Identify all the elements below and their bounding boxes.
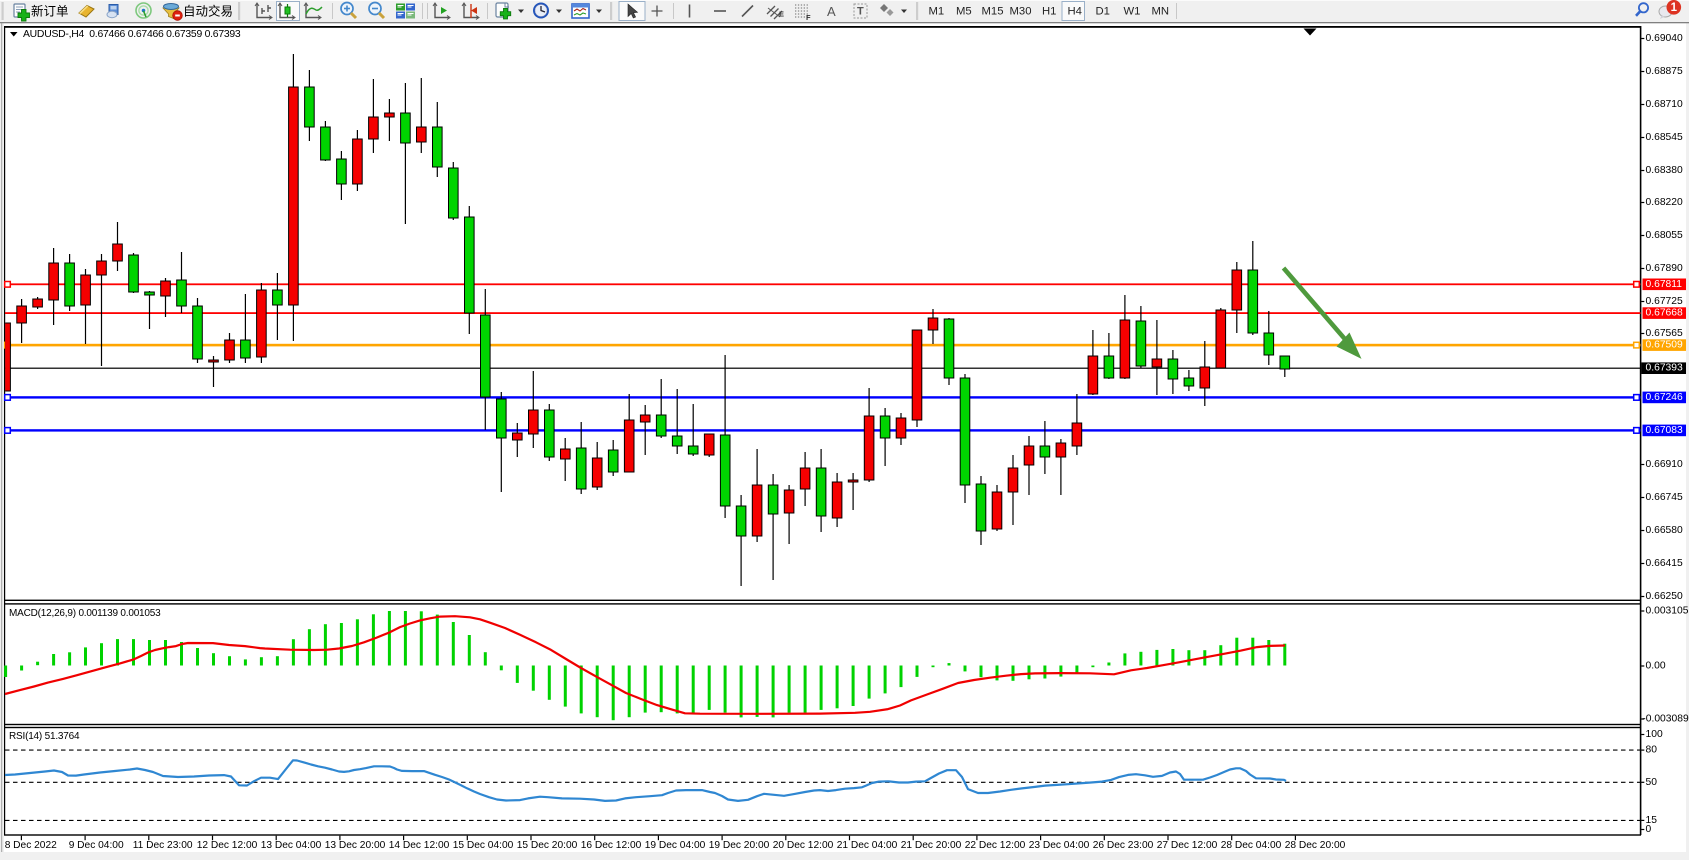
svg-text:M30: M30	[1010, 6, 1032, 18]
svg-text:19 Dec 20:00: 19 Dec 20:00	[709, 840, 770, 851]
svg-text:-0.003089: -0.003089	[1642, 714, 1689, 725]
svg-text:13 Dec 20:00: 13 Dec 20:00	[325, 840, 386, 851]
svg-text:W1: W1	[1124, 6, 1141, 18]
svg-text:20 Dec 12:00: 20 Dec 12:00	[773, 840, 834, 851]
svg-text:28 Dec 20:00: 28 Dec 20:00	[1285, 840, 1346, 851]
svg-text:26 Dec 23:00: 26 Dec 23:00	[1093, 840, 1154, 851]
svg-text:0.66745: 0.66745	[1646, 492, 1683, 503]
svg-text:27 Dec 12:00: 27 Dec 12:00	[1157, 840, 1218, 851]
svg-text:15 Dec 04:00: 15 Dec 04:00	[453, 840, 514, 851]
svg-text:14 Dec 12:00: 14 Dec 12:00	[389, 840, 450, 851]
svg-text:0.67246: 0.67246	[1646, 392, 1683, 403]
svg-text:0.66415: 0.66415	[1646, 558, 1683, 569]
svg-text:0.68710: 0.68710	[1646, 99, 1683, 110]
svg-text:0.67890: 0.67890	[1646, 263, 1683, 274]
svg-text:RSI(14) 51.3764: RSI(14) 51.3764	[9, 731, 80, 742]
svg-text:D1: D1	[1096, 6, 1110, 18]
svg-text:50: 50	[1646, 777, 1658, 788]
svg-text:12 Dec 12:00: 12 Dec 12:00	[197, 840, 258, 851]
svg-text:AUDUSD-,H4 0.67466 0.67466 0.: AUDUSD-,H4 0.67466 0.67466 0.67359 0.673…	[23, 29, 241, 40]
svg-text:新订单: 新订单	[31, 4, 69, 19]
svg-text:H4: H4	[1068, 6, 1082, 18]
svg-text:0.67393: 0.67393	[1646, 363, 1683, 374]
svg-text:0.69040: 0.69040	[1646, 33, 1683, 44]
svg-text:0.68875: 0.68875	[1646, 66, 1683, 77]
svg-text:9 Dec 04:00: 9 Dec 04:00	[69, 840, 124, 851]
svg-text:0.67083: 0.67083	[1646, 425, 1683, 436]
svg-text:1: 1	[1671, 2, 1678, 14]
svg-text:16 Dec 12:00: 16 Dec 12:00	[581, 840, 642, 851]
svg-text:13 Dec 04:00: 13 Dec 04:00	[261, 840, 322, 851]
svg-text:80: 80	[1646, 745, 1658, 756]
svg-text:21 Dec 04:00: 21 Dec 04:00	[837, 840, 898, 851]
svg-text:0.66910: 0.66910	[1646, 459, 1683, 470]
svg-text:0.68545: 0.68545	[1646, 132, 1683, 143]
svg-text:19 Dec 04:00: 19 Dec 04:00	[645, 840, 706, 851]
svg-text:0.68220: 0.68220	[1646, 197, 1683, 208]
svg-text:21 Dec 20:00: 21 Dec 20:00	[901, 840, 962, 851]
svg-text:15: 15	[1646, 815, 1658, 826]
svg-text:M5: M5	[956, 6, 972, 18]
svg-text:T: T	[857, 6, 864, 18]
svg-text:11 Dec 23:00: 11 Dec 23:00	[133, 840, 193, 851]
svg-text:0.67565: 0.67565	[1646, 328, 1683, 339]
svg-text:28 Dec 04:00: 28 Dec 04:00	[1221, 840, 1282, 851]
svg-text:MN: MN	[1152, 6, 1170, 18]
svg-text:自动交易: 自动交易	[183, 4, 233, 19]
svg-text:0.68055: 0.68055	[1646, 230, 1683, 241]
svg-text:0.66580: 0.66580	[1646, 525, 1683, 536]
svg-text:0.67668: 0.67668	[1646, 308, 1683, 319]
svg-text:8 Dec 2022: 8 Dec 2022	[5, 840, 57, 851]
svg-text:M1: M1	[929, 6, 945, 18]
svg-text:F: F	[806, 13, 811, 22]
svg-text:23 Dec 04:00: 23 Dec 04:00	[1029, 840, 1090, 851]
svg-text:15 Dec 20:00: 15 Dec 20:00	[517, 840, 578, 851]
svg-text:MACD(12,26,9) 0.001139 0.00105: MACD(12,26,9) 0.001139 0.001053	[9, 608, 161, 619]
svg-text:A: A	[827, 4, 836, 19]
svg-text:22 Dec 12:00: 22 Dec 12:00	[965, 840, 1026, 851]
svg-text:100: 100	[1646, 729, 1663, 740]
svg-text:0.67725: 0.67725	[1646, 296, 1683, 307]
svg-text:0.67811: 0.67811	[1646, 279, 1683, 290]
svg-text:0: 0	[1646, 824, 1652, 835]
svg-text:0.66250: 0.66250	[1646, 591, 1683, 602]
svg-text:0.00: 0.00	[1646, 661, 1666, 672]
svg-text:M15: M15	[982, 6, 1004, 18]
svg-text:0.68380: 0.68380	[1646, 165, 1683, 176]
svg-text:H1: H1	[1042, 6, 1056, 18]
svg-text:0.003105: 0.003105	[1646, 606, 1689, 617]
svg-text:E: E	[779, 10, 784, 19]
svg-text:0.67509: 0.67509	[1646, 340, 1683, 351]
